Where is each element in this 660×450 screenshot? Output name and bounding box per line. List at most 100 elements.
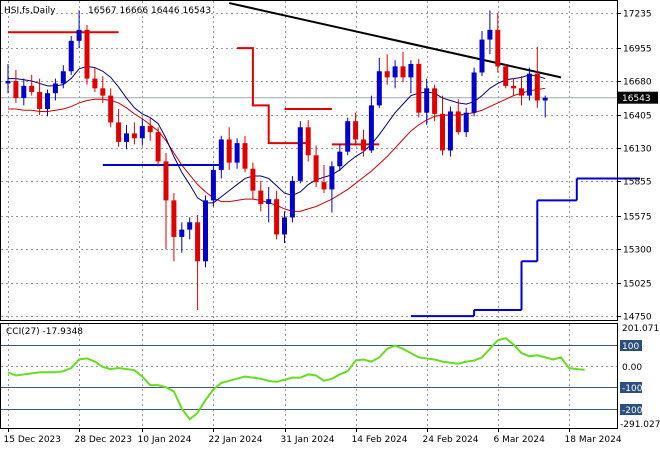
cci-tick-label: 0.00: [622, 363, 642, 373]
candle-body: [526, 73, 532, 96]
candle-body: [440, 113, 445, 151]
time-tick-label: 6 Mar 2024: [494, 435, 546, 445]
candle-body: [60, 71, 66, 84]
candle-body: [274, 199, 280, 235]
candle-body: [131, 133, 137, 139]
candle-body: [416, 63, 422, 113]
time-tick-label: 24 Feb 2024: [423, 435, 479, 445]
candle-body: [289, 180, 295, 218]
candle-body: [487, 29, 493, 40]
candle-body: [218, 139, 224, 170]
price-tick-label: 16955: [623, 45, 652, 55]
candle-body: [76, 29, 82, 41]
red-step-line: [237, 47, 309, 145]
axes-layer: 17235 16955 16680 16405 16130 15855 15575 15300…: [4, 10, 660, 446]
price-tick-label: 16680: [623, 78, 652, 88]
candle-body: [84, 29, 90, 79]
candle-body: [321, 182, 327, 190]
candle-body: [337, 151, 343, 167]
cci-tick-label: -200: [622, 406, 643, 416]
candle-body: [242, 143, 248, 169]
cci-tick-label: -100: [622, 384, 643, 394]
candle-body: [116, 122, 122, 142]
candle-body: [171, 200, 177, 237]
candle-body: [455, 111, 461, 133]
candle-body: [542, 97, 548, 101]
cci-label: CCI(27) -17.9348: [6, 327, 83, 337]
cci-layer: [1, 337, 617, 421]
cci-level-box: [620, 404, 642, 415]
time-tick-label: 31 Jan 2024: [281, 435, 335, 445]
candle-body: [155, 132, 161, 162]
candle-body: [408, 63, 414, 78]
candle-body: [345, 121, 351, 152]
candle-body: [226, 139, 232, 163]
candle-body: [384, 71, 390, 78]
symbol-label: HSI,fs,Daily: [4, 6, 56, 16]
time-tick-label: 28 Dec 2023: [75, 435, 133, 445]
candle-body: [147, 126, 153, 133]
candle-body: [471, 72, 477, 113]
candle-body: [495, 29, 501, 67]
indicator-lines-layer: [8, 2, 640, 318]
candle-body: [479, 39, 485, 73]
candle-body: [503, 66, 509, 86]
cci-pane-frame: [0, 323, 618, 429]
sma-short-line: [8, 65, 546, 204]
candle-body: [100, 88, 106, 96]
candle-body: [187, 222, 193, 230]
candle-body: [52, 83, 58, 94]
candle-body: [447, 111, 453, 151]
candle-body: [297, 127, 303, 181]
price-tick-label: 16130: [623, 145, 652, 155]
cci-tick-label: 100: [622, 342, 639, 352]
cci-min-label: -291.0275: [620, 420, 660, 430]
candle-body: [432, 88, 438, 114]
candle-body: [21, 85, 27, 99]
cci-level-box: [620, 340, 642, 351]
ohlc-label: 16567 16666 16446 16543: [88, 6, 211, 16]
candle-body: [210, 169, 216, 201]
candle-body: [5, 81, 11, 84]
time-tick-label: 15 Dec 2023: [4, 435, 62, 445]
price-tick-label: 15855: [623, 178, 652, 188]
price-tick-label: 16405: [623, 112, 652, 122]
current-price-box: [618, 91, 658, 104]
candle-body: [392, 66, 398, 78]
price-tick-label: 14750: [623, 313, 652, 323]
price-pane-frame: [0, 0, 618, 321]
candle-body: [258, 190, 264, 205]
candle-body: [29, 85, 35, 92]
candle-body: [424, 88, 430, 113]
candle-body: [329, 166, 335, 190]
time-tick-label: 18 Mar 2024: [565, 435, 622, 445]
candle-body: [124, 133, 129, 142]
candles-layer: [5, 10, 548, 311]
candle-body: [361, 139, 366, 151]
candle-body: [519, 88, 524, 96]
time-tick-label: 10 Jan 2024: [138, 435, 192, 445]
candle-body: [179, 229, 185, 237]
candle-body: [313, 155, 319, 183]
candle-body: [282, 217, 287, 235]
price-tick-label: 15025: [623, 280, 652, 290]
candle-body: [266, 199, 272, 205]
candle-body: [376, 71, 382, 106]
candle-body: [511, 85, 517, 89]
candle-body: [108, 95, 114, 123]
grid-layer: [0, 0, 618, 429]
candle-body: [400, 66, 406, 78]
time-tick-label: 14 Feb 2024: [352, 435, 408, 445]
candle-body: [13, 81, 19, 99]
price-tick-label: 17235: [623, 10, 652, 20]
price-tick-label: 15575: [623, 213, 652, 223]
candle-body: [195, 222, 201, 262]
cci-max-label: 201.0718: [622, 324, 660, 334]
candle-body: [139, 126, 145, 139]
cci-line: [7, 337, 585, 421]
candle-body: [68, 40, 74, 72]
candle-body: [305, 127, 311, 156]
candle-body: [534, 73, 540, 101]
candle-body: [463, 112, 469, 133]
